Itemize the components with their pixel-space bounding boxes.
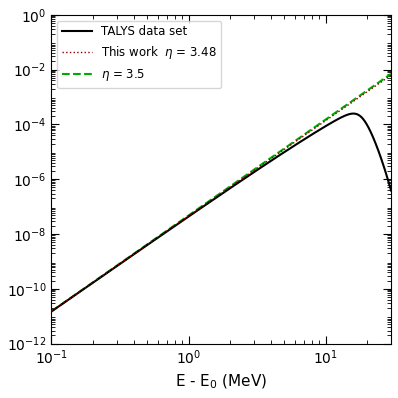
TALYS data set <box>205 201 210 206</box>
This work  $\eta$ = 3.48 <box>205 201 210 205</box>
TALYS data set <box>351 111 356 116</box>
Legend: TALYS data set, This work  $\eta$ = 3.48, $\eta$ = 3.5: TALYS data set, This work $\eta$ = 3.48,… <box>57 21 221 88</box>
X-axis label: E - E$_0$ (MeV): E - E$_0$ (MeV) <box>175 373 267 391</box>
$\eta$ = 3.5 <box>378 78 383 83</box>
TALYS data set <box>49 309 54 314</box>
$\eta$ = 3.5 <box>389 71 394 76</box>
Line: This work  $\eta$ = 3.48: This work $\eta$ = 3.48 <box>51 75 391 311</box>
This work  $\eta$ = 3.48 <box>316 123 321 128</box>
Line: $\eta$ = 3.5: $\eta$ = 3.5 <box>51 74 391 311</box>
$\eta$ = 3.5 <box>214 193 219 198</box>
TALYS data set <box>66 297 71 302</box>
$\eta$ = 3.5 <box>205 200 210 205</box>
This work  $\eta$ = 3.48 <box>389 73 394 78</box>
$\eta$ = 3.5 <box>66 297 71 302</box>
$\eta$ = 3.5 <box>316 122 321 127</box>
This work  $\eta$ = 3.48 <box>378 80 383 84</box>
TALYS data set <box>379 156 384 161</box>
$\eta$ = 3.5 <box>49 309 54 314</box>
TALYS data set <box>316 128 321 133</box>
This work  $\eta$ = 3.48 <box>214 194 219 199</box>
Line: TALYS data set: TALYS data set <box>51 113 391 312</box>
TALYS data set <box>214 195 219 200</box>
TALYS data set <box>379 157 384 162</box>
This work  $\eta$ = 3.48 <box>66 297 71 302</box>
This work  $\eta$ = 3.48 <box>379 80 384 84</box>
$\eta$ = 3.5 <box>379 78 384 83</box>
TALYS data set <box>389 188 394 193</box>
This work  $\eta$ = 3.48 <box>49 309 54 314</box>
